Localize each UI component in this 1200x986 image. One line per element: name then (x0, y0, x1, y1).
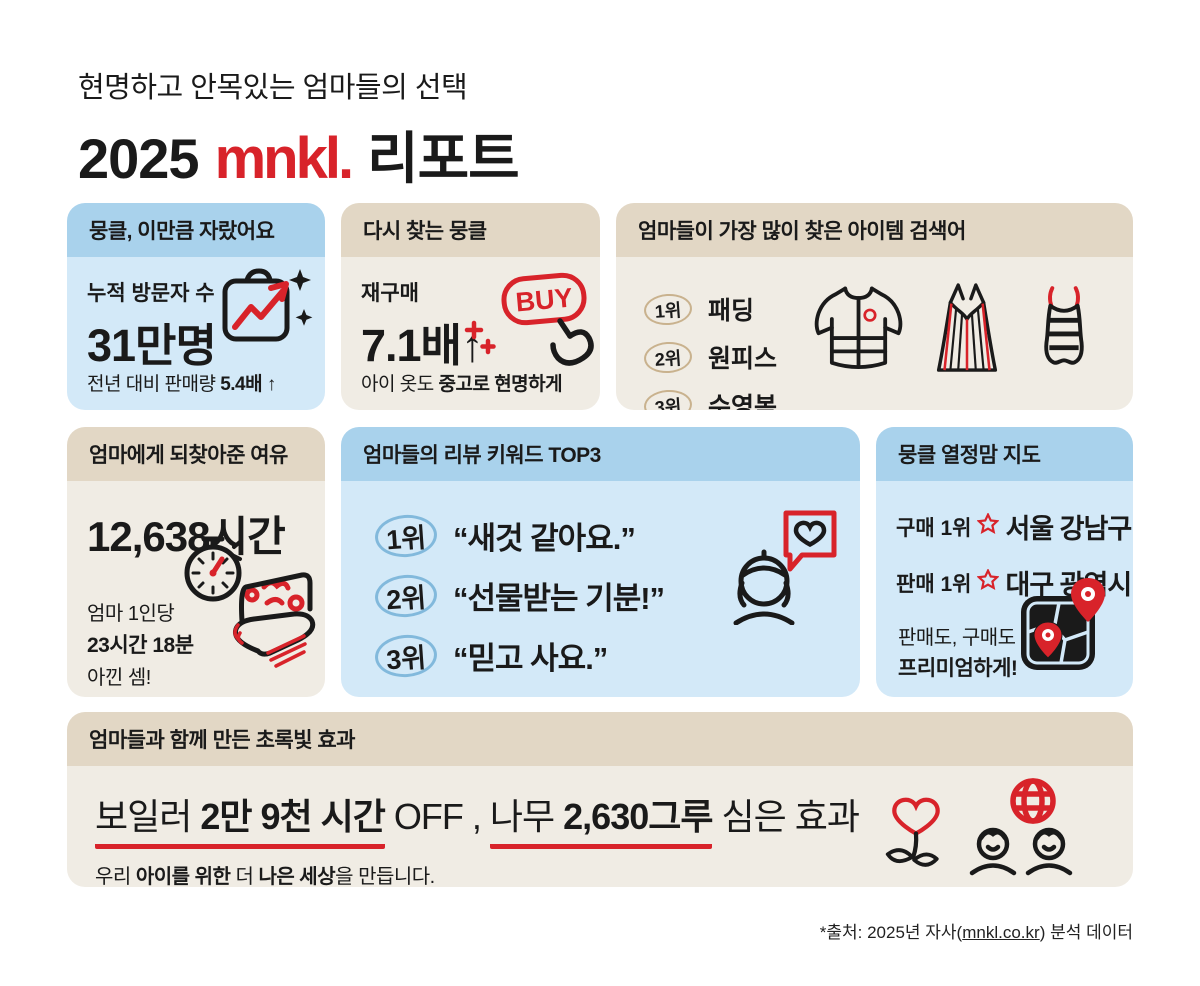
report-subtitle: 현명하고 안목있는 엄마들의 선택 (78, 72, 468, 104)
brand-logo: mnkl. (214, 126, 354, 191)
star-icon (976, 512, 1001, 540)
map-footer-line2: 프리미엄하게! (898, 657, 1018, 680)
card-repurchase-title: 다시 찾는 뭉클 (341, 203, 600, 257)
star-icon (976, 568, 1001, 596)
review-rank-3-badge: 3위 (373, 632, 439, 679)
review-rank-1-quote: “새것 같아요.” (453, 521, 636, 556)
card-search-body: 1위 패딩 2위 원피스 3위 수영복 (616, 257, 1133, 410)
card-search-keywords: 엄마들이 가장 많이 찾은 아이템 검색어 1위 패딩 2위 원피스 3위 수영… (616, 203, 1133, 410)
review-mom-icon (728, 503, 840, 630)
search-rank-2-label: 원피스 (708, 345, 778, 373)
search-rank-3-label: 수영복 (708, 393, 778, 410)
growth-chart-icon (213, 265, 317, 362)
search-rank-1-label: 패딩 (708, 297, 755, 325)
rank-2-badge: 2위 (642, 339, 694, 375)
eco-subline: 우리 아이를 위한 더 나은 세상을 만듭니다. (95, 866, 435, 887)
card-search-title: 엄마들이 가장 많이 찾은 아이템 검색어 (616, 203, 1133, 257)
review-rank-2-badge: 2위 (373, 572, 439, 619)
map-buy-row: 구매 1위 서울 강남구 (896, 507, 1132, 546)
card-time-saved: 엄마에게 되찾아준 여유 12,638시간 (67, 427, 325, 697)
card-eco-body: 보일러 2만 9천 시간 OFF , 나무 2,630그루 심은 효과 우리 아… (67, 766, 1133, 887)
growth-footnote: 전년 대비 판매량 5.4배 ↑ (87, 374, 276, 395)
card-map-body: 구매 1위 서울 강남구 판매 1위 대구 광역시 판매도, 구매도 프리미엄하… (876, 481, 1133, 697)
review-rank-3-quote: “믿고 사요.” (453, 641, 608, 676)
map-buy-label: 구매 1위 (896, 516, 972, 540)
review-rank-row-3: 3위 “믿고 사요.” (373, 632, 840, 679)
map-footer-line1: 판매도, 구매도 (898, 627, 1016, 649)
rank-1-badge: 1위 (642, 291, 694, 327)
card-region-map: 뭉클 열정맘 지도 구매 1위 서울 강남구 판매 1위 대구 광역시 (876, 427, 1133, 697)
time-note-line1: 엄마 1인당 (87, 603, 175, 625)
search-rank-row-1: 1위 패딩 (642, 291, 1113, 327)
card-time-body: 12,638시간 (67, 481, 325, 697)
review-rank-list: 1위 “새것 같아요.” 2위 “선물받는 기분!” 3위 “믿고 사요.” (361, 512, 840, 679)
eco-headline: 보일러 2만 9천 시간 OFF , 나무 2,630그루 심은 효과 (87, 788, 1113, 849)
search-rank-row-2: 2위 원피스 (642, 339, 1113, 375)
title-block: 현명하고 안목있는 엄마들의 선택 2025 mnkl. 리포트 (78, 64, 520, 195)
stopwatch-book-icon (172, 533, 325, 680)
review-rank-row-2: 2위 “선물받는 기분!” (373, 572, 840, 619)
report-title: 2025 mnkl. 리포트 (78, 114, 520, 195)
eco-icons (883, 774, 1093, 881)
buy-badge-text: BUY (514, 283, 573, 318)
card-review-body: 1위 “새것 같아요.” 2위 “선물받는 기분!” 3위 “믿고 사요.” (341, 481, 860, 697)
search-rank-list: 1위 패딩 2위 원피스 3위 수영복 (636, 291, 1113, 410)
rank-3-badge: 3위 (642, 387, 694, 410)
card-growth: 뭉클, 이만큼 자랐어요 누적 방문자 수 31만명 전년 대비 판매량 5.4… (67, 203, 325, 410)
map-sell-label: 판매 1위 (896, 572, 972, 596)
map-sell-row: 판매 1위 대구 광역시 (896, 563, 1132, 602)
time-saved-notes: 엄마 1인당 23시간 18분 아낀 셈! (87, 599, 194, 694)
card-repurchase-body: 재구매 7.1배↑ BUY (341, 257, 600, 410)
card-time-title: 엄마에게 되찾아준 여유 (67, 427, 325, 481)
search-rank-row-3: 3위 수영복 (642, 387, 1113, 410)
source-link[interactable]: mnkl.co.kr (962, 923, 1040, 942)
map-pins-icon (1015, 576, 1115, 681)
buy-click-icon: BUY (456, 271, 596, 384)
source-note: *출처: 2025년 자사(mnkl.co.kr) 분석 데이터 (819, 923, 1133, 942)
card-review-keywords: 엄마들의 리뷰 키워드 TOP3 1위 “새것 같아요.” 2위 “선물받는 기… (341, 427, 860, 697)
heart-flower-icon (883, 774, 949, 881)
swimsuit-icon (1025, 281, 1103, 390)
review-rank-row-1: 1위 “새것 같아요.” (373, 512, 840, 559)
card-eco-effect: 엄마들과 함께 만든 초록빛 효과 보일러 2만 9천 시간 OFF , 나무 … (67, 712, 1133, 887)
repurchase-label: 재구매 (361, 282, 419, 305)
card-growth-title: 뭉클, 이만큼 자랐어요 (67, 203, 325, 257)
map-buy-value: 서울 강남구 (1005, 514, 1132, 544)
map-sell-value: 대구 광역시 (1005, 570, 1132, 600)
review-rank-2-quote: “선물받는 기분!” (453, 581, 665, 616)
map-footer-note: 판매도, 구매도 프리미엄하게! (898, 623, 1018, 685)
review-rank-1-badge: 1위 (373, 512, 439, 559)
globe-people-icon (957, 776, 1093, 881)
repurchase-value: 7.1배↑ (361, 320, 483, 371)
card-map-title: 뭉클 열정맘 지도 (876, 427, 1133, 481)
card-repurchase: 다시 찾는 뭉클 재구매 7.1배↑ BUY (341, 203, 600, 410)
card-eco-title: 엄마들과 함께 만든 초록빛 효과 (67, 712, 1133, 766)
time-note-line2: 23시간 18분 (87, 634, 194, 657)
visitors-value: 31만명 (87, 320, 217, 371)
visitors-label: 누적 방문자 수 (87, 282, 215, 305)
card-review-title: 엄마들의 리뷰 키워드 TOP3 (341, 427, 860, 481)
dress-icon (923, 275, 1011, 390)
card-growth-body: 누적 방문자 수 31만명 전년 대비 판매량 5.4배 ↑ (67, 257, 325, 410)
search-item-icons (809, 273, 1103, 390)
time-saved-value: 12,638시간 (87, 513, 286, 560)
map-rank-rows: 구매 1위 서울 강남구 판매 1위 대구 광역시 (896, 507, 1132, 602)
time-note-line3: 아낀 셈! (87, 666, 151, 689)
padding-jacket-icon (809, 273, 909, 390)
title-year: 2025 (78, 127, 200, 190)
repurchase-footnote: 아이 옷도 중고로 현명하게 (361, 374, 563, 395)
title-suffix: 리포트 (367, 127, 520, 190)
